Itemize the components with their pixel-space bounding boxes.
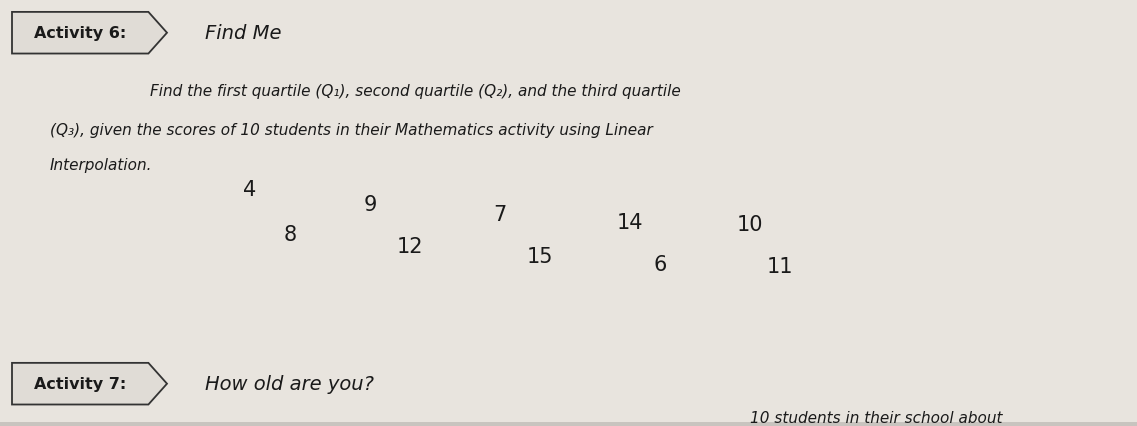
Text: Find Me: Find Me (205, 24, 282, 43)
Text: Interpolation.: Interpolation. (50, 158, 152, 173)
Text: 9: 9 (364, 195, 376, 215)
Polygon shape (13, 13, 167, 55)
Text: Find the first quartile (Q₁), second quartile (Q₂), and the third quartile: Find the first quartile (Q₁), second qua… (150, 83, 681, 98)
Text: 11: 11 (766, 256, 794, 276)
Text: 12: 12 (397, 236, 423, 256)
Text: How old are you?: How old are you? (205, 374, 374, 393)
Text: 4: 4 (243, 180, 257, 200)
Text: 6: 6 (654, 254, 666, 274)
Text: 10 students in their school about: 10 students in their school about (750, 410, 1003, 425)
Text: 8: 8 (283, 225, 297, 245)
Text: 7: 7 (493, 204, 507, 225)
Polygon shape (13, 363, 167, 405)
Text: (Q₃), given the scores of 10 students in their Mathematics activity using Linear: (Q₃), given the scores of 10 students in… (50, 123, 653, 138)
Text: Activity 7:: Activity 7: (34, 376, 126, 391)
Text: Activity 6:: Activity 6: (34, 26, 126, 41)
Text: 10: 10 (737, 215, 763, 234)
Text: 14: 14 (616, 213, 644, 233)
Text: 15: 15 (526, 246, 554, 266)
